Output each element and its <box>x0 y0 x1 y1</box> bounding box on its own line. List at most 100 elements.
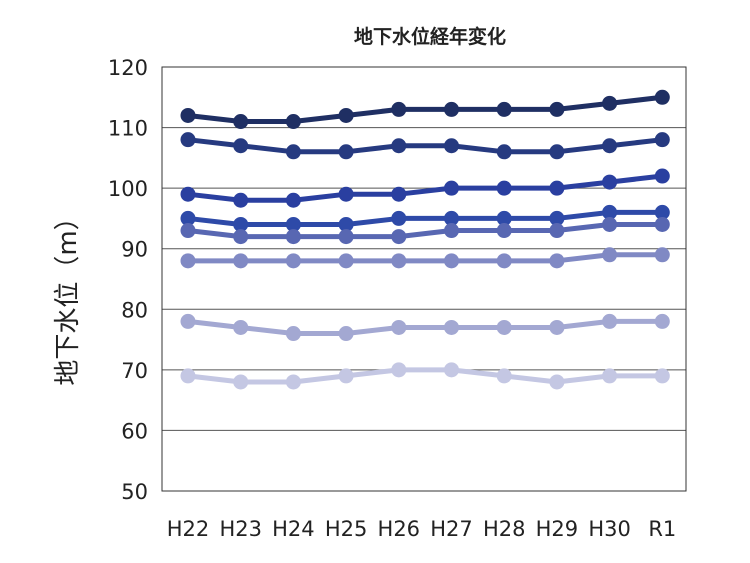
data-point <box>338 368 354 384</box>
series-7 <box>180 313 670 342</box>
data-point <box>233 216 249 232</box>
series-4 <box>180 204 670 232</box>
data-point <box>391 186 407 202</box>
data-point <box>391 319 407 335</box>
data-point <box>180 223 196 239</box>
data-point <box>549 223 565 239</box>
x-tick-label: H26 <box>378 517 421 541</box>
data-point <box>654 204 670 220</box>
series-5 <box>180 216 670 245</box>
data-point <box>496 144 512 160</box>
data-point <box>496 101 512 117</box>
data-point <box>444 101 459 117</box>
data-point <box>602 138 618 154</box>
data-point <box>602 247 618 263</box>
data-point <box>549 101 565 117</box>
x-tick-label: H27 <box>430 517 473 541</box>
y-tick-label: 70 <box>121 359 148 383</box>
data-point <box>654 89 670 105</box>
data-point <box>285 216 301 232</box>
y-tick-label: 110 <box>108 117 148 141</box>
data-point <box>602 368 618 384</box>
data-point <box>391 138 407 154</box>
data-point <box>444 319 459 335</box>
data-point <box>391 362 407 378</box>
y-tick-label: 100 <box>108 177 148 201</box>
y-tick-label: 120 <box>108 56 148 80</box>
data-point <box>338 229 354 245</box>
data-point <box>391 229 407 245</box>
data-point <box>338 216 354 232</box>
data-point <box>180 132 196 148</box>
data-point <box>233 229 249 245</box>
y-ticks: 50 60 70 80 90 100 110 120 <box>108 56 148 504</box>
data-point <box>233 114 249 130</box>
data-point <box>444 253 459 269</box>
data-point <box>233 253 249 269</box>
x-tick-label: H25 <box>325 517 368 541</box>
x-ticks: H22 H23 H24 H25 H26 H27 H28 H29 H30 R1 <box>167 517 677 541</box>
data-point <box>496 368 512 384</box>
data-point <box>285 374 301 390</box>
x-tick-label: H30 <box>588 517 631 541</box>
series-line <box>187 221 663 240</box>
series-line <box>187 173 663 203</box>
data-point <box>444 180 459 196</box>
series-2 <box>180 132 670 160</box>
series-line <box>188 252 663 264</box>
series-line <box>187 209 663 227</box>
chart-title: 地下水位経年変化 <box>354 25 506 48</box>
data-point <box>180 253 196 269</box>
data-point <box>233 374 249 390</box>
x-tick-label: H24 <box>272 517 315 541</box>
data-point <box>496 253 512 269</box>
data-point <box>180 210 196 226</box>
data-point <box>444 223 459 239</box>
data-point <box>654 168 670 184</box>
data-point <box>654 132 670 148</box>
y-axis-label: 地下水位（m） <box>53 204 83 385</box>
series-line <box>187 367 663 385</box>
data-point <box>496 210 512 226</box>
series-line <box>187 137 663 155</box>
x-tick-label: H22 <box>167 517 210 541</box>
data-point <box>233 192 249 208</box>
series-line <box>187 318 663 337</box>
series-3 <box>180 168 670 208</box>
data-point <box>602 313 618 329</box>
y-tick-label: 80 <box>121 298 148 322</box>
series-1 <box>180 89 670 130</box>
data-point <box>549 210 565 226</box>
data-point <box>549 319 565 335</box>
data-point <box>391 101 407 117</box>
data-point <box>391 253 407 269</box>
series-6 <box>180 247 670 269</box>
data-point <box>602 204 618 220</box>
data-point <box>444 210 459 226</box>
data-point <box>180 313 196 329</box>
series-line <box>187 94 663 125</box>
y-tick-label: 50 <box>121 480 148 504</box>
data-point <box>602 174 618 190</box>
x-tick-label: R1 <box>648 517 676 541</box>
data-point <box>391 210 407 226</box>
data-point <box>549 144 565 160</box>
data-point <box>654 368 670 384</box>
data-point <box>654 216 670 232</box>
data-point <box>549 253 565 269</box>
data-point <box>338 253 354 269</box>
data-point <box>549 180 565 196</box>
data-point <box>285 229 301 245</box>
data-point <box>654 247 670 263</box>
data-point <box>338 326 354 342</box>
data-point <box>602 216 618 232</box>
data-point <box>496 180 512 196</box>
data-point <box>496 223 512 239</box>
x-tick-label: H23 <box>219 517 262 541</box>
series-8 <box>180 362 670 390</box>
data-point <box>180 186 196 202</box>
x-tick-label: H28 <box>483 517 526 541</box>
x-tick-label: H29 <box>536 517 579 541</box>
data-point <box>444 362 459 378</box>
